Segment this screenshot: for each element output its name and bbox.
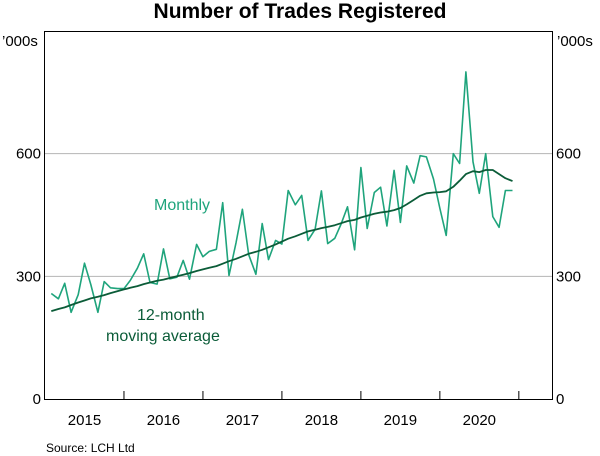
moving-average-annotation-line-2: moving average — [106, 328, 220, 345]
x-tick-label-2015: 2015 — [68, 412, 101, 429]
y-tick-label-right-600: 600 — [556, 146, 581, 163]
monthly-annotation: Monthly — [154, 197, 210, 214]
y-tick-label-right-0: 0 — [556, 391, 564, 408]
x-tick-label-2020: 2020 — [463, 412, 496, 429]
y-unit-left: ’000s — [2, 33, 38, 50]
y-tick-label-left-0: 0 — [33, 391, 41, 408]
gridlines — [45, 153, 552, 277]
x-tick-label-2019: 2019 — [384, 412, 417, 429]
series-layer — [50, 71, 513, 314]
annotations: Monthly 12-month moving average — [106, 197, 220, 345]
y-tick-label-left-600: 600 — [16, 146, 41, 163]
y-tick-label-left-300: 300 — [16, 268, 41, 285]
moving-average-annotation-line-1: 12-month — [137, 307, 205, 324]
y-unit-right: ’000s — [557, 33, 593, 50]
source-note: Source: LCH Ltd — [46, 441, 135, 455]
x-tick-label-2017: 2017 — [226, 412, 259, 429]
plot-frame — [44, 31, 553, 400]
y-tick-label-right-300: 300 — [556, 268, 581, 285]
chart-title: Number of Trades Registered — [153, 0, 447, 23]
axis-labels: ’000s ’000s 0 0 300 300 600 600 2015 2016 2017 20… — [2, 33, 593, 429]
moving-average-series-line — [51, 169, 513, 312]
tick-marks — [123, 391, 520, 399]
x-tick-label-2016: 2016 — [147, 412, 180, 429]
x-tick-label-2018: 2018 — [305, 412, 338, 429]
monthly-series-line — [50, 71, 513, 314]
